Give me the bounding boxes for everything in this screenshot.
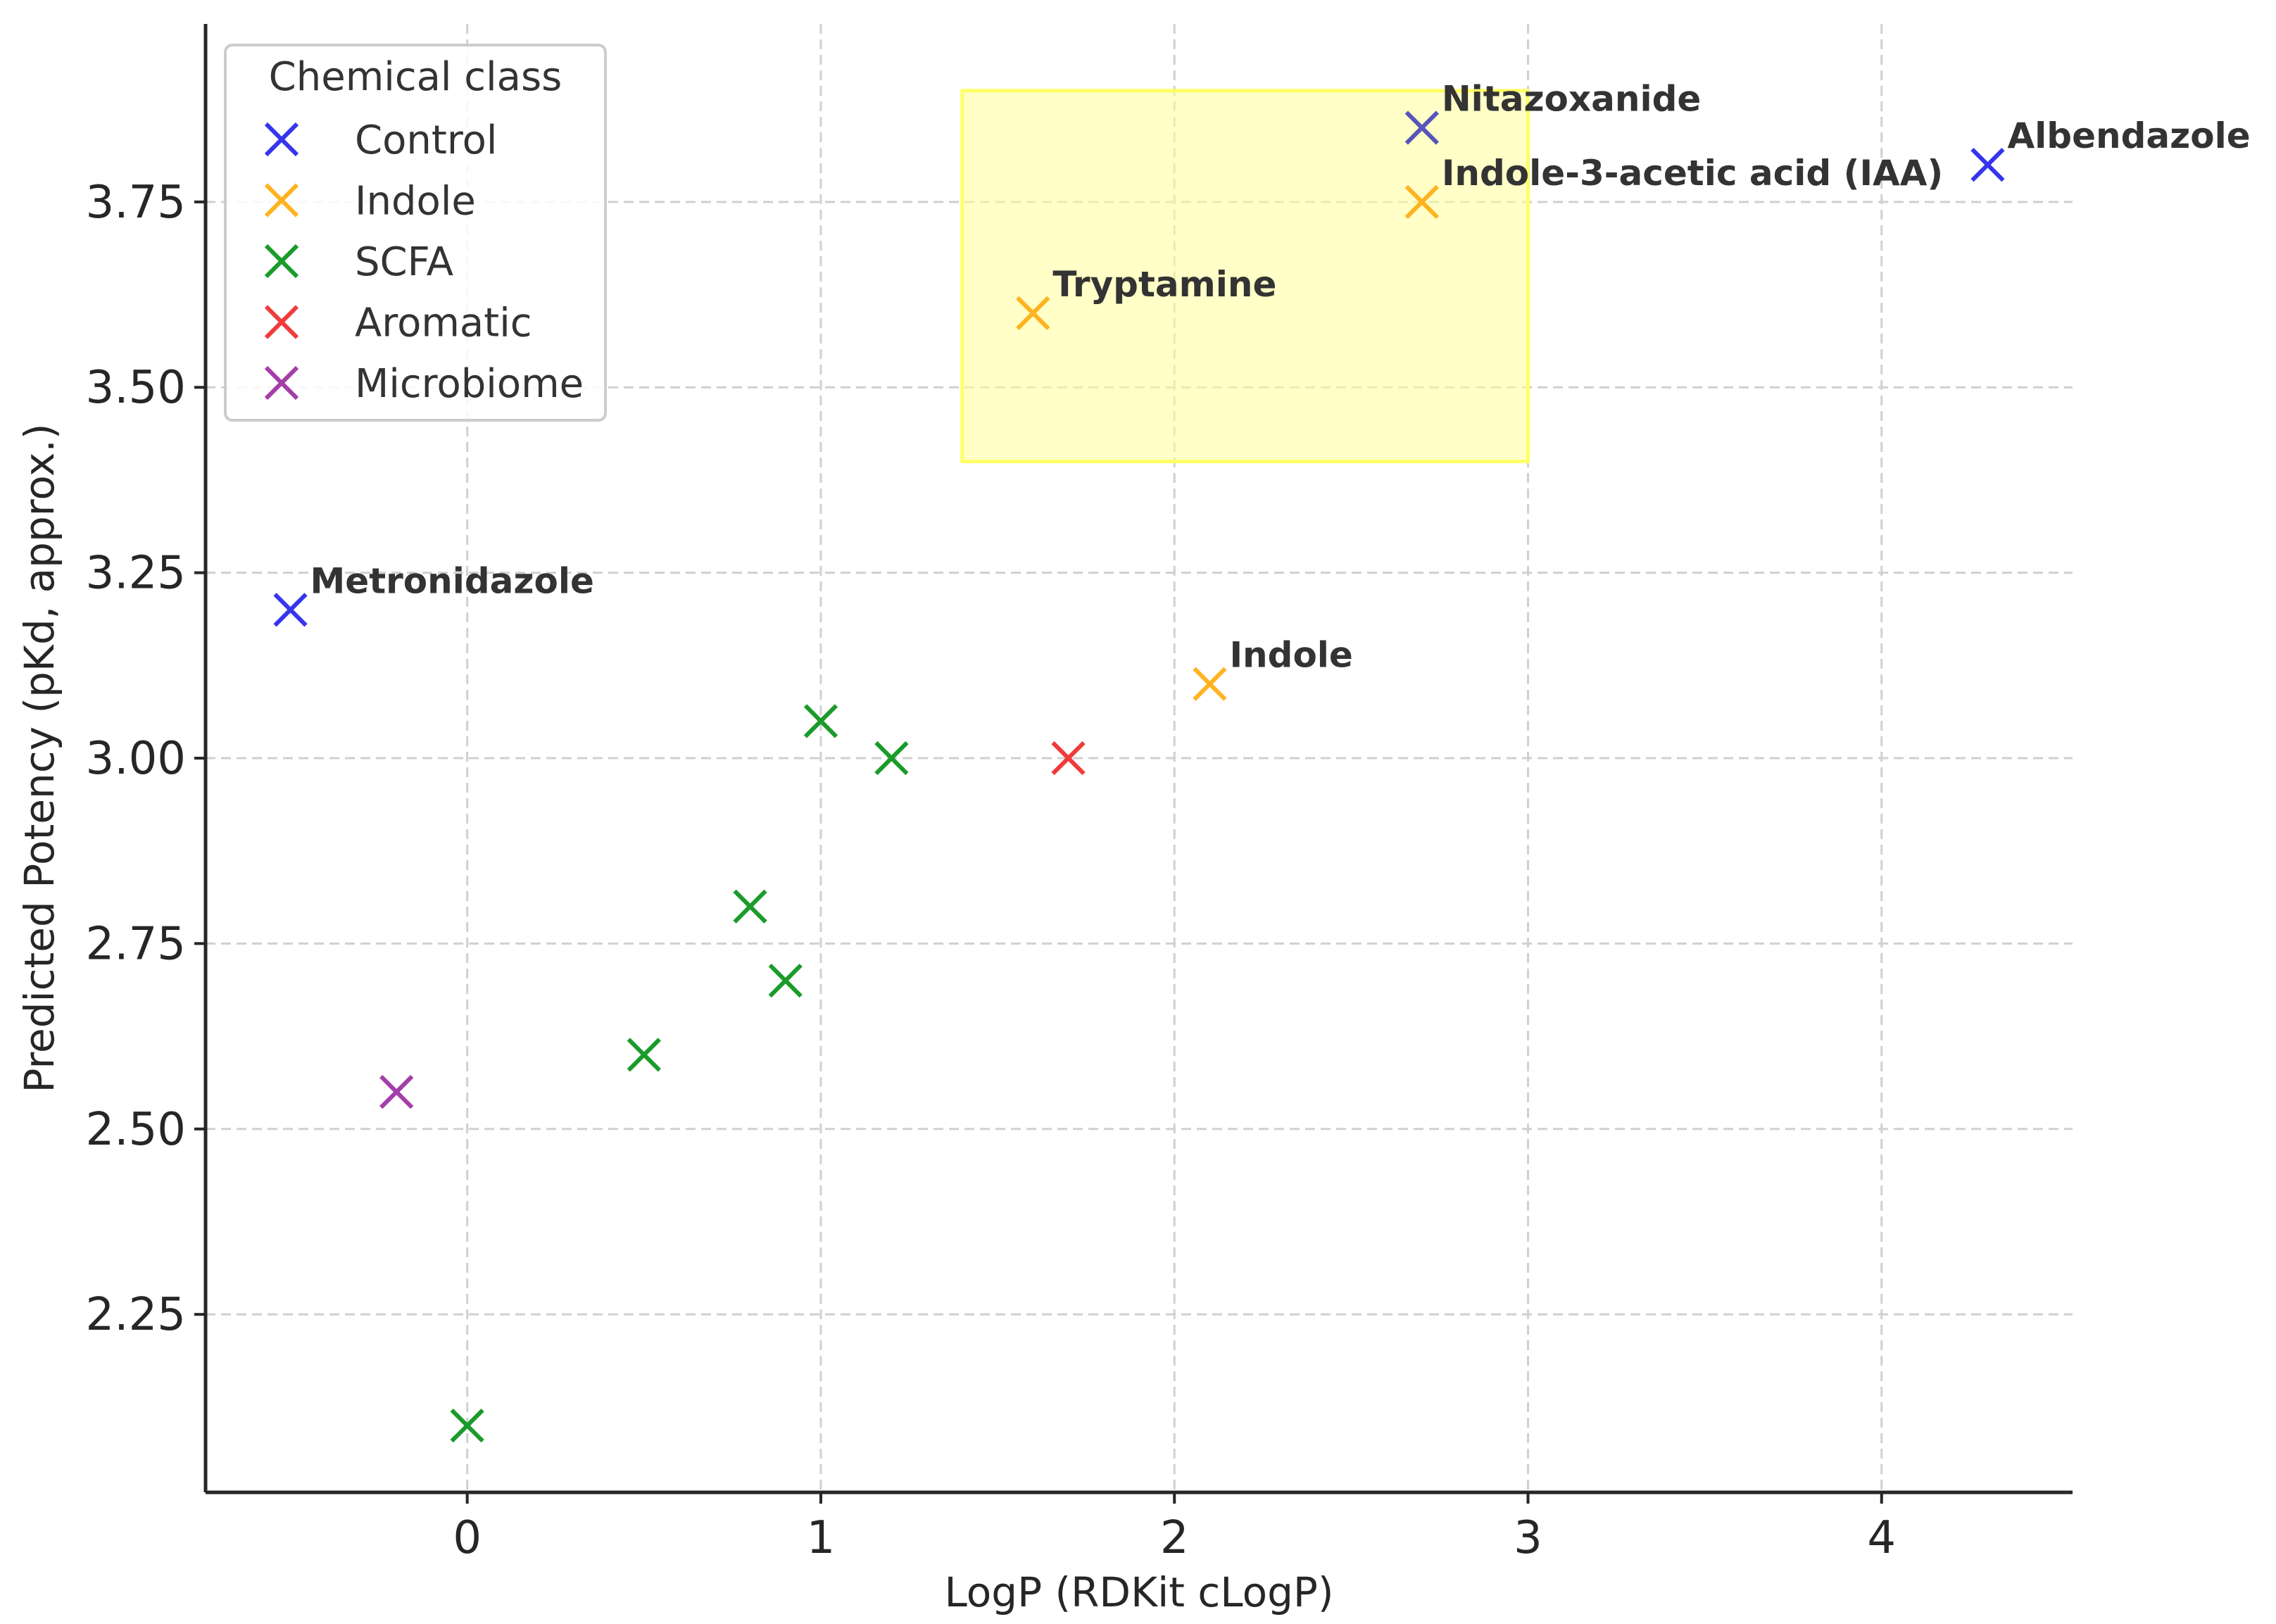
legend-label: Microbiome xyxy=(355,361,584,407)
data-point xyxy=(273,593,308,627)
data-point xyxy=(733,889,767,924)
legend-label: Indole xyxy=(355,179,476,225)
legend-marker xyxy=(264,122,299,157)
point-mark-stroke xyxy=(1404,111,1439,145)
point-mark-stroke xyxy=(803,704,838,738)
legend-marker xyxy=(264,183,299,218)
point-mark-stroke xyxy=(768,963,803,998)
legend-entry: Control xyxy=(264,118,497,163)
y-tick-label: 2.50 xyxy=(86,1104,187,1156)
data-point xyxy=(874,741,909,776)
legend-label: Aromatic xyxy=(355,301,532,346)
point-mark-stroke xyxy=(1016,296,1050,331)
legend-title: Chemical class xyxy=(269,54,562,100)
point-mark-stroke xyxy=(627,1038,661,1072)
data-point xyxy=(1193,667,1227,701)
legend-label: Control xyxy=(355,118,497,163)
data-point xyxy=(1404,184,1439,219)
point-mark-stroke xyxy=(1404,184,1439,219)
point-label: Albendazole xyxy=(2007,115,2250,156)
data-point xyxy=(379,1074,414,1109)
y-tick-label: 3.50 xyxy=(86,362,187,414)
legend-marker xyxy=(264,365,299,401)
legend-entry: Aromatic xyxy=(264,301,532,346)
legend: Chemical class Control Indole SCFA Aromatic… xyxy=(224,44,607,422)
legend-entry: Indole xyxy=(264,179,476,225)
point-label: Indole xyxy=(1229,635,1352,676)
legend-frame xyxy=(224,44,607,422)
point-mark-stroke xyxy=(273,593,308,627)
x-tick-label: 1 xyxy=(807,1512,836,1564)
data-points xyxy=(273,111,2005,1443)
legend-label: SCFA xyxy=(355,239,453,285)
point-mark-stroke xyxy=(379,1074,414,1109)
x-tick-label: 3 xyxy=(1514,1512,1542,1564)
ticks: 0 1 2 3 4 2.25 2.50 2.75 3.00 3.25 3.50 3.75 xyxy=(86,177,1897,1564)
data-point xyxy=(1404,111,1439,145)
legend-entry: Microbiome xyxy=(264,361,584,407)
legend-entry: SCFA xyxy=(264,239,453,285)
legend-marker xyxy=(264,305,299,339)
point-mark-stroke xyxy=(874,741,909,776)
data-point xyxy=(627,1038,661,1072)
x-tick-label: 4 xyxy=(1867,1512,1896,1564)
data-point xyxy=(1970,148,2005,182)
point-label: Tryptamine xyxy=(1052,264,1276,305)
data-point xyxy=(450,1409,484,1443)
y-tick-label: 2.25 xyxy=(86,1289,187,1341)
y-tick-label: 2.75 xyxy=(86,918,187,970)
y-tick-label: 3.00 xyxy=(86,733,187,785)
legend-marker xyxy=(264,244,299,279)
x-axis-label: LogP (RDKit cLogP) xyxy=(944,1568,1333,1616)
data-point xyxy=(1051,741,1086,776)
y-tick-label: 3.75 xyxy=(86,177,187,229)
highlight-region xyxy=(960,89,1530,464)
point-mark-stroke xyxy=(450,1409,484,1443)
x-tick-label: 2 xyxy=(1160,1512,1189,1564)
point-mark-stroke xyxy=(1193,667,1227,701)
point-label: Metronidazole xyxy=(310,560,594,601)
point-mark-stroke xyxy=(733,889,767,924)
highlight-region-layer xyxy=(960,89,1530,464)
point-label: Nitazoxanide xyxy=(1442,78,1702,119)
data-point xyxy=(803,704,838,738)
y-tick-label: 3.25 xyxy=(86,548,187,600)
point-mark-stroke xyxy=(1970,148,2005,182)
x-tick-label: 0 xyxy=(453,1512,482,1564)
point-mark-stroke xyxy=(1051,741,1086,776)
data-point xyxy=(768,963,803,998)
point-label: Indole-3-acetic acid (IAA) xyxy=(1442,153,1943,194)
data-point xyxy=(1016,296,1050,331)
y-axis-label: Predicted Potency (pKd, approx.) xyxy=(15,424,63,1093)
point-annotations: Metronidazole Nitazoxanide Albendazole Indo… xyxy=(310,78,2251,675)
